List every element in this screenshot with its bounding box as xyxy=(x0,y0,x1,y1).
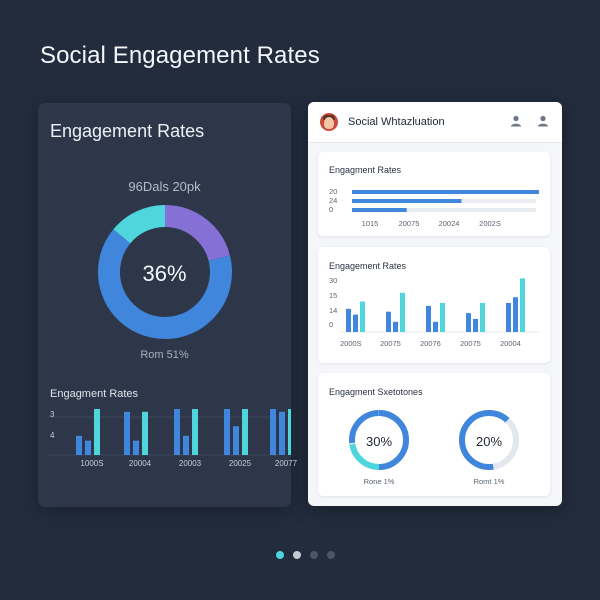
donut-top-label: 96Dals 20pk xyxy=(128,179,201,194)
x-tick-label: 20075 xyxy=(380,339,401,348)
y-tick-label: 0 xyxy=(329,320,334,329)
small-donut-right-label: Romt 1% xyxy=(473,477,505,486)
avatar[interactable] xyxy=(320,113,338,131)
x-tick-label: 20004 xyxy=(128,459,152,468)
grouped-bar-chart xyxy=(340,278,540,333)
donut-slice xyxy=(378,410,409,470)
engagement-sxetotones-panel: Engagment Sxetotones 30% Rone 1% 20% Rom… xyxy=(318,373,550,496)
x-tick-label: 20004 xyxy=(500,339,521,348)
x-tick-label: 20025 xyxy=(228,459,252,468)
bar xyxy=(466,313,471,332)
x-tick-label: 1000S xyxy=(80,459,104,468)
bar-track xyxy=(352,208,536,212)
bar xyxy=(224,409,230,455)
x-tick-label: 1015 xyxy=(361,219,379,228)
engagement-rates-grouped-panel: Engagement Rates 2000S 20075 20076 20075 200… xyxy=(318,247,550,363)
bar xyxy=(76,435,82,455)
bar xyxy=(513,297,518,332)
bar xyxy=(506,303,511,332)
user-icon[interactable] xyxy=(537,115,549,127)
y-tick-label: 24 xyxy=(329,196,338,205)
bar xyxy=(440,303,445,332)
y-tick-label: 4 xyxy=(50,431,55,440)
bar xyxy=(124,411,130,455)
bar xyxy=(400,292,405,332)
pager-dot[interactable] xyxy=(293,551,301,559)
pager-dot[interactable] xyxy=(327,551,335,559)
x-tick-label: 20075 xyxy=(398,219,420,228)
bar xyxy=(352,199,462,203)
bar xyxy=(426,305,431,332)
y-tick-label: 3 xyxy=(50,410,55,419)
bar xyxy=(242,409,248,455)
bar xyxy=(174,409,180,455)
small-donut-left-label: Rone 1% xyxy=(363,477,395,486)
small-donut-left-value: 30% xyxy=(365,434,393,449)
donut-center-value: 36% xyxy=(142,261,187,286)
bar xyxy=(183,435,189,455)
panel-title: Engagement Rates xyxy=(329,261,407,271)
small-donut-right xyxy=(459,410,519,470)
engagement-card: Engagement Rates 96Dals 20pk 36% Rom 51%… xyxy=(38,103,297,507)
x-tick-label: 20003 xyxy=(178,459,202,468)
bar xyxy=(192,409,198,455)
y-tick-label: 30 xyxy=(329,276,338,285)
card-header: Social Whtazluation xyxy=(308,102,562,143)
bar xyxy=(393,321,398,332)
engagement-bar-chart xyxy=(48,409,291,456)
bar xyxy=(352,208,407,212)
donut-slice xyxy=(98,229,232,339)
bar xyxy=(94,409,100,455)
engagement-card-title: Engagement Rates xyxy=(50,121,205,141)
y-tick-label: 14 xyxy=(329,306,338,315)
small-donut-left xyxy=(349,410,409,470)
panel-title: Engagment Rates xyxy=(329,165,402,175)
avatar-face xyxy=(324,117,334,129)
bar xyxy=(520,278,525,332)
small-donut-right-value: 20% xyxy=(475,434,503,449)
y-tick-label: 20 xyxy=(329,187,338,196)
x-tick-label: 20024 xyxy=(438,219,460,228)
bar xyxy=(473,318,478,332)
x-tick-label: 2000S xyxy=(340,339,362,348)
engagement-rates-panel: Engagment Rates 20 24 0 1015 20075 20024 2002S xyxy=(318,152,550,236)
engagement-bar-chart-title: Engagment Rates xyxy=(50,388,139,400)
bar xyxy=(352,190,539,194)
bar xyxy=(353,314,358,332)
bar xyxy=(142,411,148,455)
y-tick-label: 15 xyxy=(329,291,338,300)
x-tick-label: 20077 xyxy=(274,459,298,468)
donut-bottom-label: Rom 51% xyxy=(140,349,189,361)
social-whtazluation-card: Social Whtazluation Engagment Rates 20 24… xyxy=(308,102,562,506)
y-tick-label: 0 xyxy=(329,205,334,214)
bar xyxy=(433,321,438,332)
horizontal-bar-chart xyxy=(352,190,539,212)
bar xyxy=(386,311,391,332)
bar xyxy=(85,440,91,455)
donut-slice xyxy=(349,443,380,470)
bar xyxy=(233,426,239,455)
donut-slice xyxy=(164,205,230,262)
page-title: Social Engagement Rates xyxy=(40,42,320,69)
donut-slice xyxy=(459,410,494,470)
bar xyxy=(346,308,351,332)
x-tick-label: 2002S xyxy=(479,219,501,228)
panel-title: Engagment Sxetotones xyxy=(329,387,423,397)
bar xyxy=(480,303,485,332)
pager-dot[interactable] xyxy=(310,551,318,559)
donut-slice xyxy=(113,205,166,244)
bar xyxy=(288,409,291,455)
user-icon[interactable] xyxy=(510,115,522,127)
header-title: Social Whtazluation xyxy=(348,116,445,128)
x-tick-label: 20075 xyxy=(460,339,481,348)
engagement-donut-chart xyxy=(98,205,232,339)
bar xyxy=(133,440,139,455)
bar xyxy=(279,411,285,455)
donut-slice xyxy=(488,410,510,423)
bar xyxy=(270,409,276,455)
donut-slice xyxy=(349,410,379,444)
x-tick-label: 20076 xyxy=(420,339,441,348)
pager-dot[interactable] xyxy=(276,551,284,559)
bar xyxy=(360,301,365,332)
